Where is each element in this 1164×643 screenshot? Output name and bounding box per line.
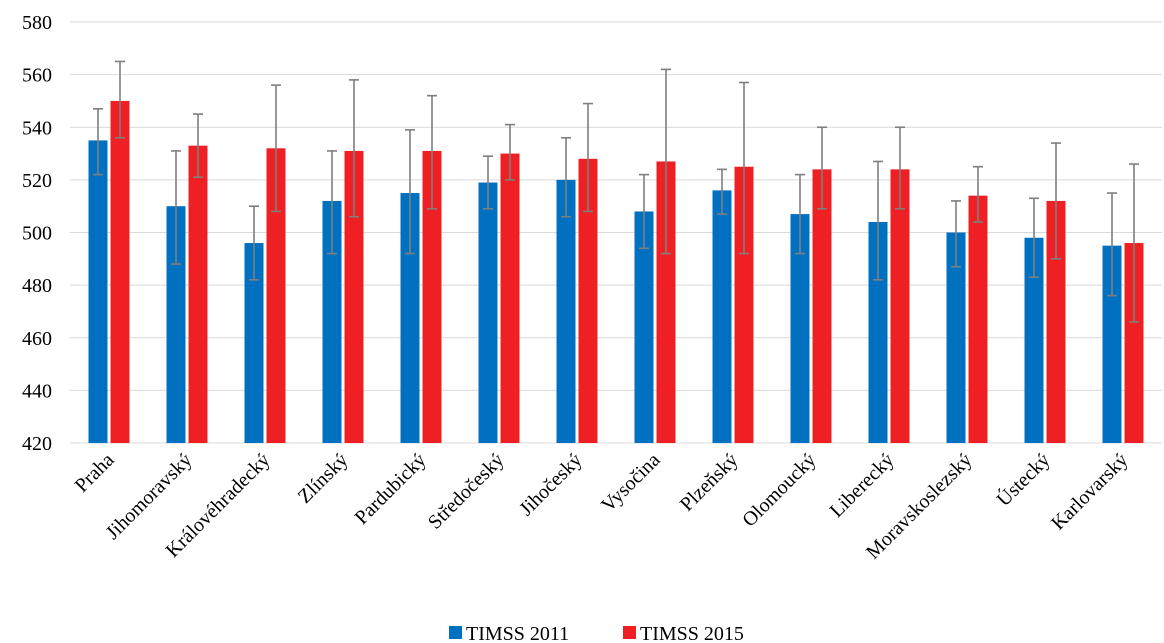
- error-bars: [93, 60, 1139, 323]
- x-tick-label: Zlínský: [294, 449, 353, 508]
- bar-timss-2015: [500, 153, 520, 443]
- bar-timss-2015: [110, 100, 130, 443]
- bar-timss-2011: [634, 211, 654, 443]
- x-tick-label: Praha: [71, 449, 119, 497]
- bar-timss-2011: [556, 179, 576, 443]
- x-tick-label: Ústecký: [991, 448, 1054, 511]
- x-tick-label: Vysočina: [597, 449, 664, 516]
- y-tick-label: 560: [22, 65, 52, 87]
- bar-timss-2015: [1046, 200, 1066, 443]
- legend-label: TIMSS 2011: [466, 623, 569, 643]
- x-tick-label: Pardubický: [351, 449, 431, 529]
- bar-timss-2011: [478, 182, 498, 443]
- bar-timss-2011: [1024, 237, 1044, 443]
- bar-timss-2015: [344, 150, 364, 443]
- x-tick-label: Olomoucký: [738, 449, 820, 531]
- legend: TIMSS 2011 TIMSS 2015: [449, 623, 744, 643]
- y-tick-label: 480: [22, 275, 52, 297]
- legend-swatch: [623, 626, 636, 639]
- bar-timss-2015: [812, 169, 832, 443]
- gridlines: [70, 21, 1162, 444]
- legend-swatch: [449, 626, 462, 639]
- bar-timss-2015: [1124, 243, 1144, 443]
- y-tick-label: 420: [22, 433, 52, 455]
- y-tick-label: 580: [22, 12, 52, 34]
- bar-timss-2011: [400, 193, 420, 443]
- x-tick-label: Liberecký: [826, 449, 899, 522]
- bar-timss-2015: [968, 195, 988, 443]
- x-tick-label: Plzeňský: [676, 449, 743, 516]
- bar-timss-2015: [188, 145, 208, 443]
- bar-timss-2015: [656, 161, 676, 444]
- bar-timss-2011: [712, 190, 732, 443]
- y-axis-ticks: 420 440 460 480 500 520 540 560 580: [22, 12, 52, 455]
- x-tick-label: Středočeský: [424, 449, 509, 534]
- bar-timss-2015: [422, 150, 442, 443]
- y-tick-label: 540: [22, 117, 52, 139]
- bar-timss-2011: [322, 200, 342, 443]
- bar-timss-2011: [790, 214, 810, 443]
- bars: [88, 100, 1144, 444]
- bar-timss-2015: [266, 148, 286, 444]
- x-tick-label: Karlovarský: [1047, 449, 1132, 534]
- y-tick-label: 520: [22, 170, 52, 192]
- x-tick-label: Jihočeský: [515, 449, 586, 520]
- bar-timss-2015: [578, 158, 598, 443]
- y-tick-label: 500: [22, 223, 52, 245]
- legend-label: TIMSS 2015: [640, 623, 744, 643]
- bar-timss-2015: [890, 169, 910, 443]
- bar-timss-2011: [244, 243, 264, 443]
- bar-timss-2011: [88, 140, 108, 443]
- bar-timss-2011: [946, 232, 966, 443]
- y-tick-label: 460: [22, 328, 52, 350]
- y-tick-label: 440: [22, 380, 52, 402]
- bar-timss-2011: [166, 206, 186, 443]
- bar-timss-2011: [868, 221, 888, 443]
- bar-timss-2015: [734, 166, 754, 443]
